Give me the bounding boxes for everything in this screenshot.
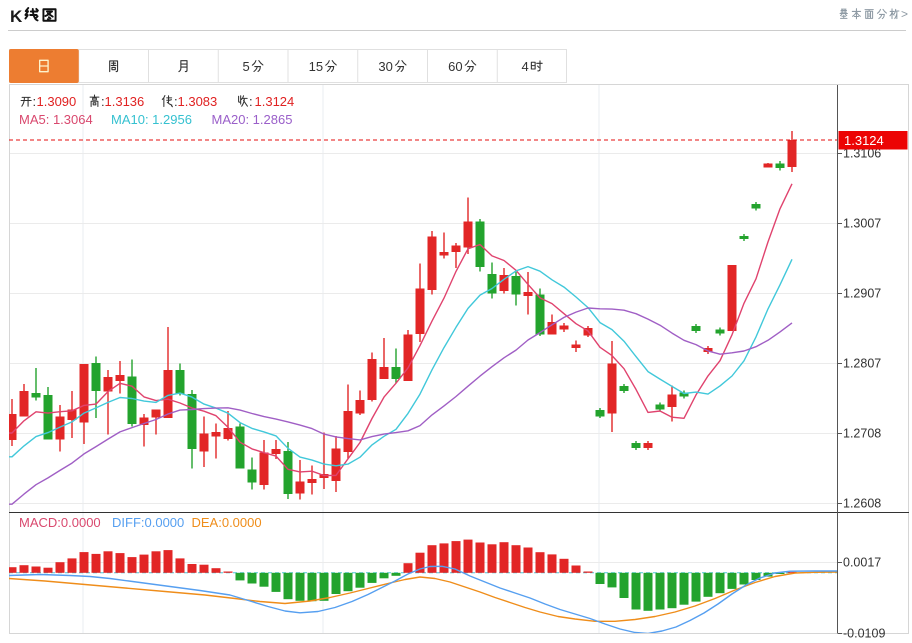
- svg-text:1.3124: 1.3124: [255, 94, 295, 109]
- svg-text:>: >: [901, 7, 908, 21]
- svg-text:MA10: 1.2956: MA10: 1.2956: [111, 112, 192, 127]
- svg-text:0.0017: 0.0017: [843, 556, 881, 570]
- svg-text:1.3124: 1.3124: [844, 133, 884, 148]
- svg-text:DEA:0.0000: DEA:0.0000: [192, 515, 262, 530]
- svg-text:30: 30: [378, 59, 392, 74]
- svg-text:1.2608: 1.2608: [843, 497, 881, 511]
- svg-text:1.3007: 1.3007: [843, 217, 881, 231]
- svg-text:1.2708: 1.2708: [843, 427, 881, 441]
- svg-text:MA5: 1.3064: MA5: 1.3064: [19, 112, 93, 127]
- svg-text:1.3083: 1.3083: [178, 94, 218, 109]
- svg-text:15: 15: [309, 59, 323, 74]
- svg-text::: :: [249, 94, 253, 109]
- svg-text:60: 60: [448, 59, 462, 74]
- svg-text:5: 5: [243, 59, 250, 74]
- svg-text:K: K: [10, 7, 23, 26]
- svg-text::: :: [101, 94, 105, 109]
- svg-text:MACD:0.0000: MACD:0.0000: [19, 515, 101, 530]
- svg-text:-0.0109: -0.0109: [843, 627, 885, 641]
- svg-text:1.2807: 1.2807: [843, 357, 881, 371]
- svg-text:MA20: 1.2865: MA20: 1.2865: [212, 112, 293, 127]
- svg-text::: :: [174, 94, 178, 109]
- svg-text:1.3090: 1.3090: [37, 94, 77, 109]
- svg-text:1.3106: 1.3106: [843, 147, 881, 161]
- svg-text:1.3136: 1.3136: [105, 94, 145, 109]
- svg-text:DIFF:0.0000: DIFF:0.0000: [112, 515, 184, 530]
- svg-text:4: 4: [522, 59, 529, 74]
- svg-text:1.2907: 1.2907: [843, 287, 881, 301]
- svg-text::: :: [33, 94, 37, 109]
